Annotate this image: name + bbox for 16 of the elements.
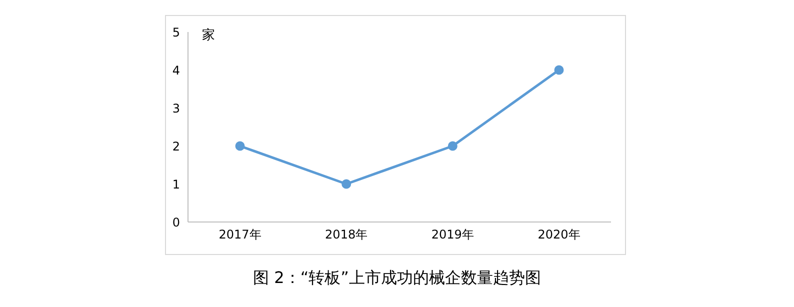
x-tick-label: 2020年 [538,228,580,242]
text: 图 2：“转板”上市成功的械企数量趋势图 [252,268,542,289]
y-tick-label: 2 [172,139,180,154]
y-tick-label: 0 [172,215,180,230]
point [342,179,352,189]
y-axis-title: 家 [202,27,215,44]
y-tick-label: 1 [172,177,180,192]
x-tick-label: 2018年 [325,228,368,242]
x-tick-label: 2019年 [431,228,474,242]
y-tick-label: 3 [172,101,180,116]
point [448,141,458,151]
point [554,65,564,75]
point [235,141,245,151]
y-tick-label: 5 [172,25,180,40]
x-tick-label: 2017年 [218,228,262,242]
y-tick-label: 4 [172,63,180,78]
